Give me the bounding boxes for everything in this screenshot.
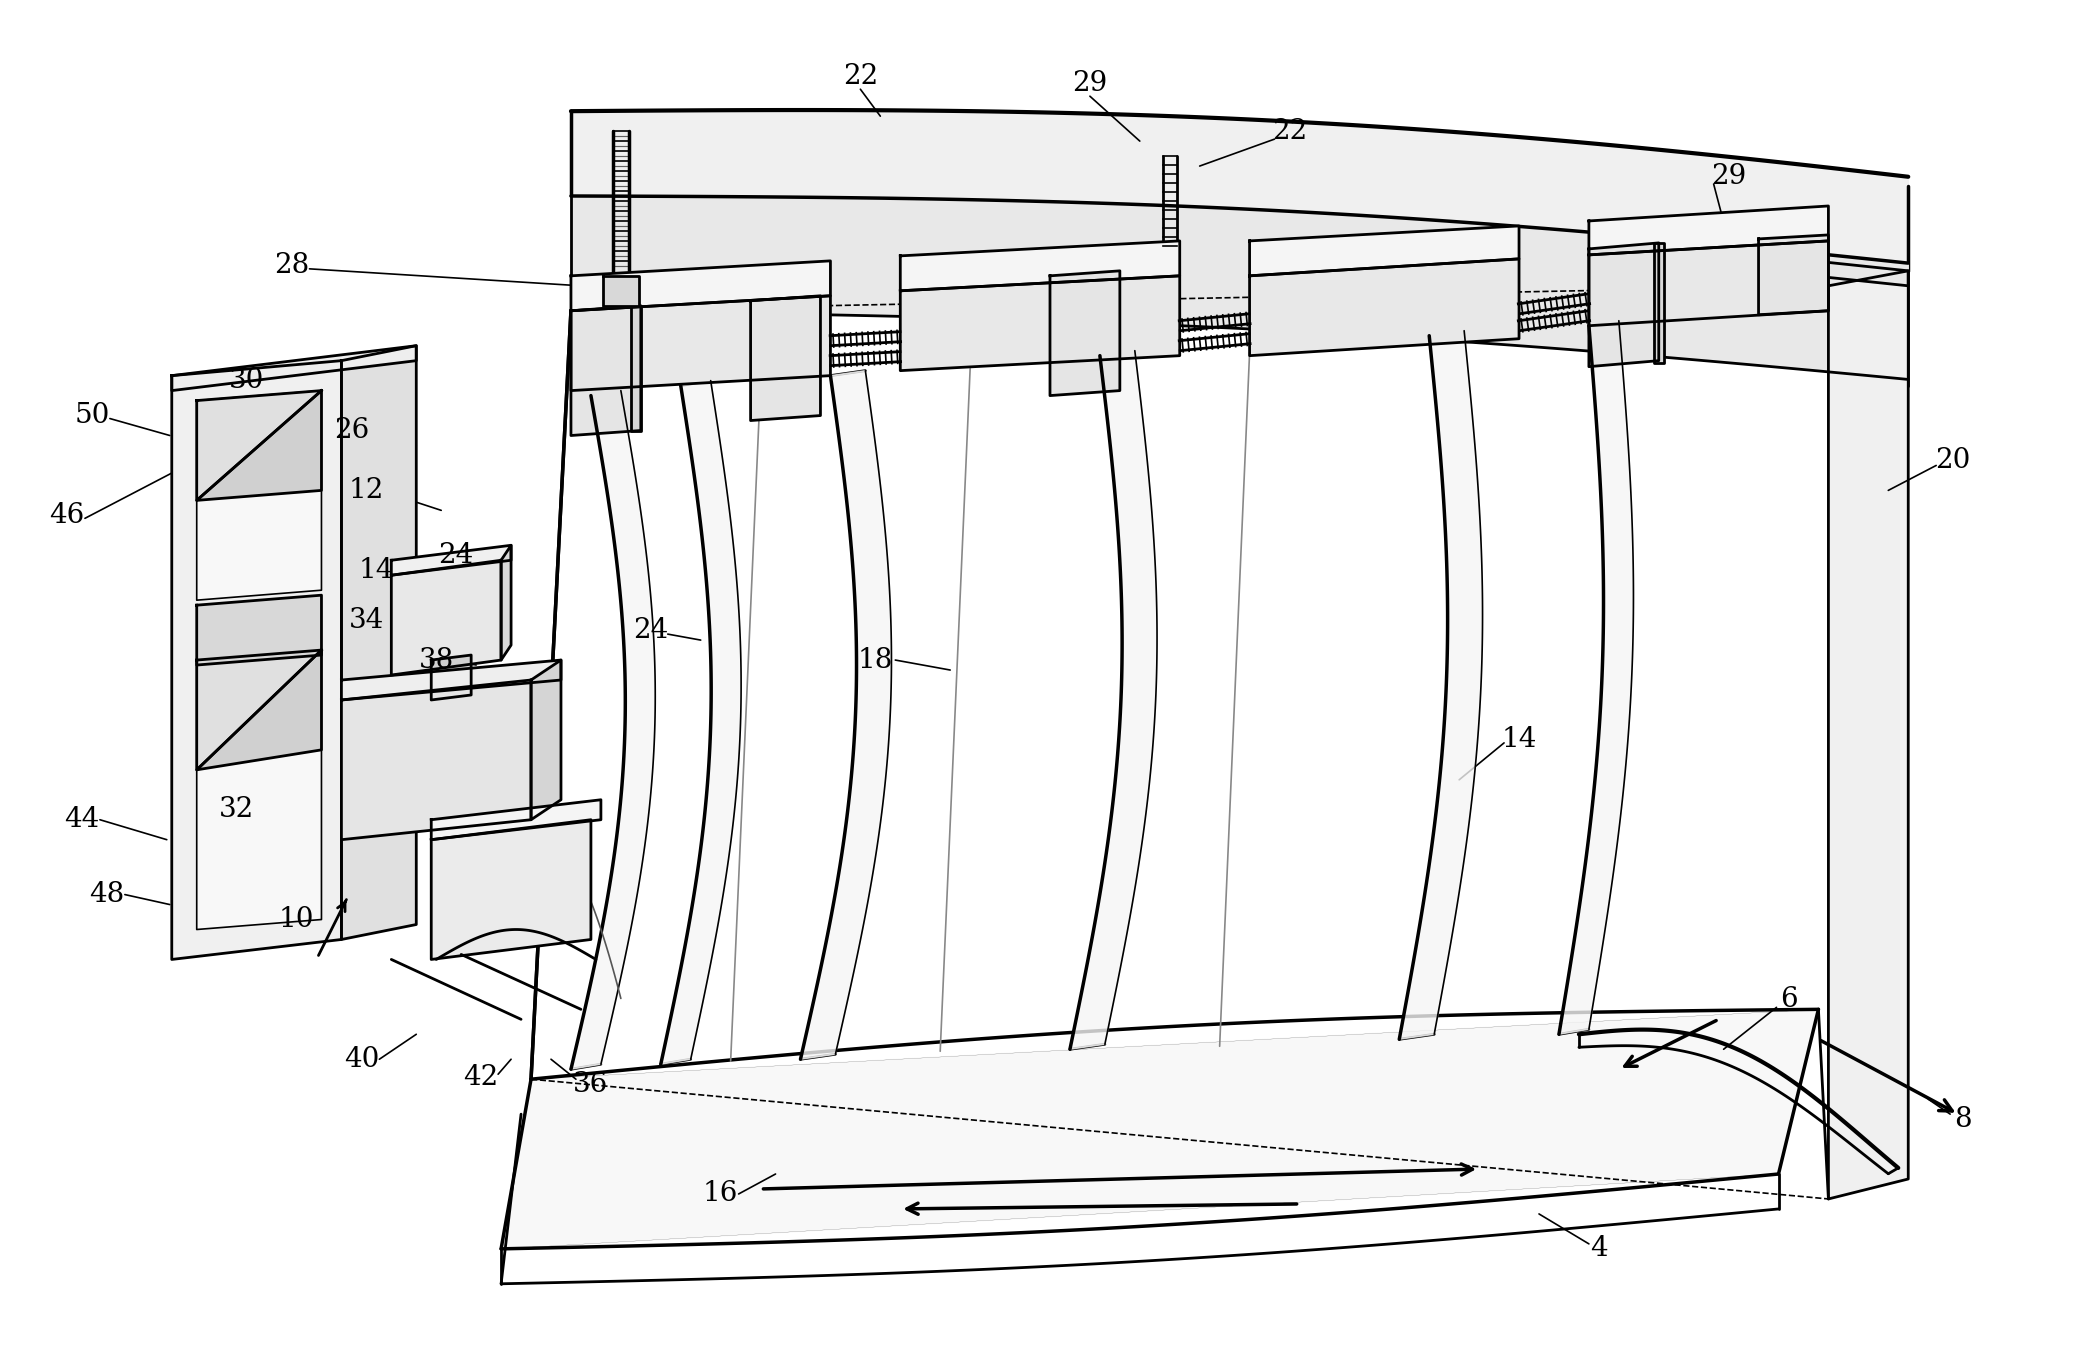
Text: 36: 36 [574, 1071, 609, 1098]
Polygon shape [572, 296, 831, 391]
Polygon shape [196, 650, 321, 771]
Text: 30: 30 [230, 367, 265, 393]
Text: 34: 34 [349, 606, 384, 633]
Text: 14: 14 [359, 557, 394, 584]
Text: 20: 20 [1935, 447, 1970, 474]
Polygon shape [501, 1009, 1818, 1249]
Polygon shape [572, 391, 655, 1069]
Polygon shape [572, 260, 831, 311]
Polygon shape [392, 561, 501, 675]
Polygon shape [1653, 243, 1663, 363]
Polygon shape [196, 391, 321, 500]
Text: 22: 22 [843, 63, 879, 89]
Polygon shape [1398, 330, 1482, 1039]
Polygon shape [1828, 271, 1908, 1200]
Polygon shape [196, 650, 321, 930]
Polygon shape [1250, 226, 1519, 276]
Polygon shape [1071, 351, 1156, 1049]
Text: 4: 4 [1590, 1235, 1607, 1263]
Polygon shape [171, 345, 415, 391]
Polygon shape [899, 241, 1179, 291]
Polygon shape [1559, 321, 1634, 1034]
Polygon shape [1050, 271, 1121, 396]
Text: 29: 29 [1711, 163, 1747, 189]
Text: 44: 44 [65, 806, 100, 834]
Polygon shape [432, 799, 601, 839]
Text: 28: 28 [273, 252, 309, 280]
Text: 46: 46 [50, 502, 86, 529]
Text: 10: 10 [280, 906, 315, 934]
Polygon shape [196, 650, 321, 771]
Text: 48: 48 [90, 882, 125, 908]
Text: 8: 8 [1953, 1105, 1972, 1132]
Text: 18: 18 [858, 647, 893, 673]
Text: 26: 26 [334, 417, 369, 444]
Text: 29: 29 [1073, 70, 1108, 97]
Polygon shape [899, 276, 1179, 370]
Polygon shape [1588, 243, 1659, 366]
Polygon shape [530, 659, 561, 820]
Text: 50: 50 [75, 402, 111, 429]
Polygon shape [662, 381, 741, 1064]
Polygon shape [501, 546, 511, 659]
Polygon shape [603, 276, 639, 306]
Text: 24: 24 [438, 542, 474, 569]
Text: 24: 24 [632, 617, 668, 643]
Polygon shape [572, 110, 1908, 263]
Polygon shape [432, 820, 591, 960]
Polygon shape [1588, 206, 1828, 255]
Text: 16: 16 [703, 1180, 739, 1208]
Polygon shape [392, 546, 511, 576]
Polygon shape [1250, 259, 1519, 355]
Polygon shape [171, 361, 342, 960]
Polygon shape [801, 370, 891, 1060]
Text: 6: 6 [1780, 986, 1797, 1013]
Polygon shape [432, 655, 472, 701]
Polygon shape [196, 391, 321, 500]
Polygon shape [630, 306, 641, 430]
Text: 12: 12 [349, 477, 384, 505]
Polygon shape [1718, 251, 1908, 285]
Polygon shape [1588, 241, 1828, 326]
Polygon shape [342, 345, 415, 939]
Polygon shape [342, 659, 561, 701]
Polygon shape [342, 680, 530, 839]
Polygon shape [572, 196, 1908, 380]
Polygon shape [572, 306, 641, 436]
Text: 32: 32 [219, 797, 255, 823]
Text: 38: 38 [419, 647, 453, 673]
Polygon shape [751, 296, 820, 421]
Polygon shape [196, 595, 321, 665]
Text: 42: 42 [463, 1064, 499, 1091]
Text: 40: 40 [344, 1046, 380, 1072]
Polygon shape [196, 391, 321, 600]
Polygon shape [1759, 234, 1828, 315]
Text: 14: 14 [1501, 727, 1536, 754]
Text: 22: 22 [1271, 118, 1306, 144]
